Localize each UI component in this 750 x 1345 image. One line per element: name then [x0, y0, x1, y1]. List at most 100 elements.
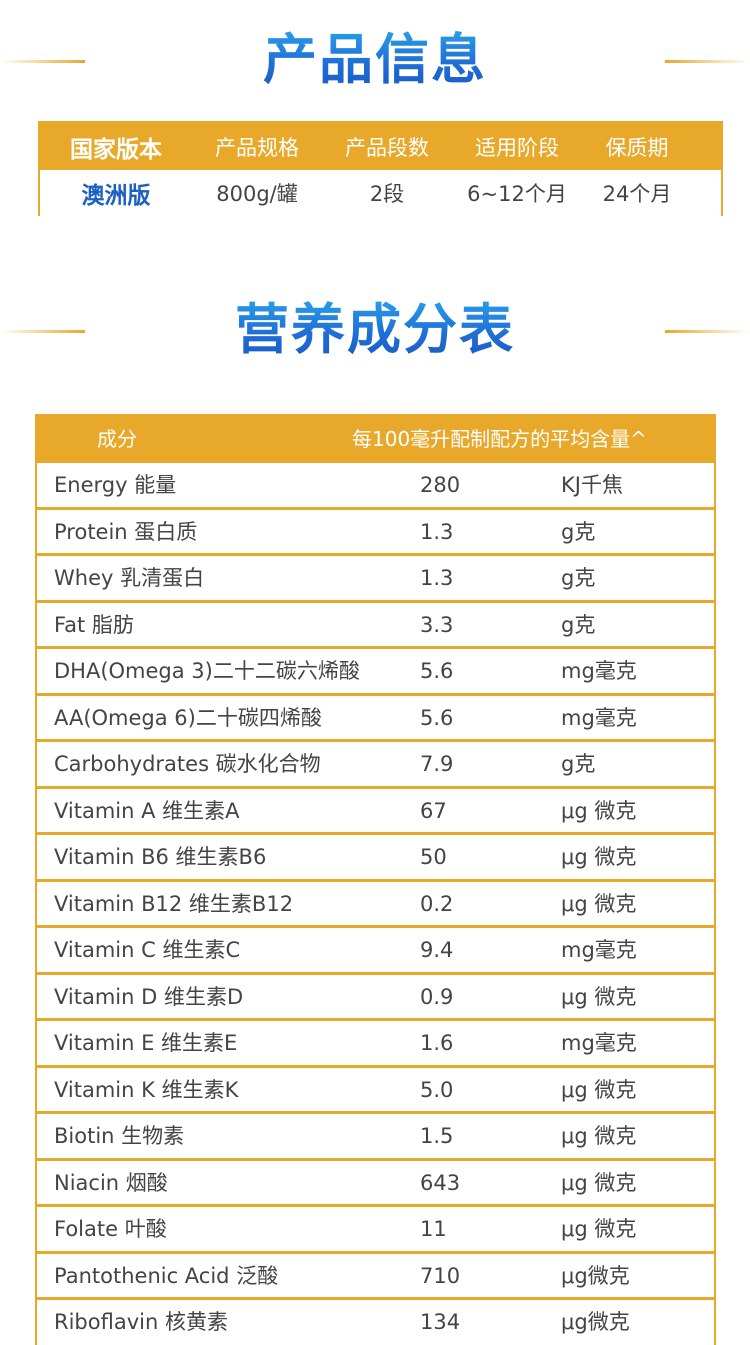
nutrient-unit: g克: [561, 519, 596, 544]
nutrition-row: Vitamin D 维生素D 0.9 μg 微克: [37, 975, 714, 1021]
nutrient-value: 9.4: [420, 938, 454, 962]
nutrient-unit: μg微克: [561, 1310, 630, 1334]
nutrition-row: Vitamin B12 维生素B12 0.2 μg 微克: [37, 882, 714, 928]
nutrition-heading: 营养成分表: [0, 295, 750, 365]
nutrition-row: Pantothenic Acid 泛酸 710 μg微克: [37, 1254, 714, 1300]
nutrient-name: Vitamin B6 维生素B6: [54, 845, 267, 869]
product-info-title: 产品信息: [0, 25, 750, 95]
nutrient-unit: mg毫克: [561, 938, 637, 962]
nutrient-name: Vitamin C 维生素C: [54, 938, 241, 962]
nutrient-unit: μg微克: [561, 1263, 630, 1288]
nutrient-name: Biotin 生物素: [54, 1124, 185, 1148]
nutrient-unit: g克: [561, 612, 596, 637]
header-stage: 产品段数: [345, 135, 429, 160]
nutrition-header-row: 成分 每100毫升配制配方的平均含量^: [37, 416, 714, 463]
product-info-table: 国家版本 产品规格 产品段数 适用阶段 保质期 澳洲版 800g/罐 2段 6~…: [38, 121, 723, 216]
nutrient-unit: mg毫克: [561, 659, 637, 683]
nutrient-value: 5.0: [420, 1077, 454, 1102]
nutrition-row: Vitamin B6 维生素B6 50 μg 微克: [37, 835, 714, 882]
nutrient-unit: μg 微克: [561, 1124, 637, 1148]
nutrient-unit: μg 微克: [561, 845, 637, 869]
divider-line-left: [0, 330, 85, 333]
header-amount: 每100毫升配制配方的平均含量^: [352, 427, 647, 451]
nutrient-unit: μg 微克: [561, 1077, 637, 1102]
header-component: 成分: [97, 427, 137, 451]
nutrition-row: Carbohydrates 碳水化合物 7.9 g克: [37, 742, 714, 789]
nutrient-value: 50: [420, 845, 447, 869]
nutrient-name: Niacin 烟酸: [54, 1170, 168, 1195]
divider-line-right: [665, 60, 750, 63]
nutrient-name: Vitamin K 维生素K: [54, 1077, 239, 1102]
nutrient-value: 0.9: [420, 984, 454, 1009]
nutrient-value: 7.9: [420, 752, 454, 776]
nutrient-unit: μg 微克: [561, 1217, 637, 1241]
nutrition-row: DHA(Omega 3)二十二碳六烯酸 5.6 mg毫克: [37, 649, 714, 696]
nutrition-row: Niacin 烟酸 643 μg 微克: [37, 1161, 714, 1207]
header-country-version: 国家版本: [70, 136, 162, 163]
nutrient-name: Energy 能量: [54, 473, 177, 497]
nutrient-unit: μg 微克: [561, 891, 637, 916]
nutrient-value: 280: [420, 473, 461, 497]
nutrient-value: 5.6: [420, 659, 454, 683]
nutrient-value: 3.3: [420, 612, 454, 637]
nutrition-row: Riboflavin 核黄素 134 μg微克: [37, 1300, 714, 1345]
nutrient-unit: μg 微克: [561, 1170, 637, 1195]
nutrient-value: 1.6: [420, 1031, 454, 1055]
nutrient-name: Riboflavin 核黄素: [54, 1310, 228, 1334]
nutrient-name: Vitamin E 维生素E: [54, 1031, 238, 1055]
nutrient-value: 1.3: [420, 519, 454, 544]
nutrition-row: Vitamin A 维生素A 67 μg 微克: [37, 789, 714, 835]
nutrition-row: Vitamin K 维生素K 5.0 μg 微克: [37, 1068, 714, 1114]
nutrient-value: 1.3: [420, 566, 454, 590]
nutrient-name: DHA(Omega 3)二十二碳六烯酸: [54, 659, 360, 683]
divider-line-right: [665, 330, 750, 333]
nutrient-value: 643: [420, 1170, 461, 1195]
nutrient-unit: g克: [561, 566, 596, 590]
nutrient-value: 0.2: [420, 891, 454, 916]
nutrient-name: Fat 脂肪: [54, 612, 134, 637]
nutrient-value: 11: [420, 1217, 447, 1241]
nutrient-name: Protein 蛋白质: [54, 519, 198, 544]
header-spec: 产品规格: [215, 135, 299, 160]
nutrition-row: Energy 能量 280 KJ千焦: [37, 463, 714, 510]
nutrient-unit: g克: [561, 752, 596, 776]
product-info-value-row: 澳洲版 800g/罐 2段 6~12个月 24个月: [40, 170, 721, 216]
value-stage: 2段: [369, 182, 405, 206]
nutrient-value: 710: [420, 1263, 461, 1288]
header-shelf-life: 保质期: [605, 135, 669, 160]
value-age-range: 6~12个月: [467, 182, 567, 206]
nutrition-row: Vitamin E 维生素E 1.6 mg毫克: [37, 1021, 714, 1068]
nutrition-row: Biotin 生物素 1.5 μg 微克: [37, 1114, 714, 1161]
nutrient-value: 5.6: [420, 705, 454, 730]
value-spec: 800g/罐: [216, 182, 298, 206]
nutrient-name: Vitamin D 维生素D: [54, 984, 244, 1009]
nutrition-row: Folate 叶酸 11 μg 微克: [37, 1207, 714, 1254]
nutrition-row: Whey 乳清蛋白 1.3 g克: [37, 556, 714, 603]
nutrient-value: 67: [420, 798, 447, 823]
nutrient-name: Vitamin B12 维生素B12: [54, 891, 294, 916]
header-age-range: 适用阶段: [475, 135, 559, 160]
value-country-version: 澳洲版: [81, 183, 151, 209]
nutrient-unit: KJ千焦: [561, 473, 623, 497]
nutrient-name: AA(Omega 6)二十碳四烯酸: [54, 705, 322, 730]
nutrient-name: Pantothenic Acid 泛酸: [54, 1263, 279, 1288]
nutrient-unit: μg 微克: [561, 798, 637, 823]
nutrition-rows: Energy 能量 280 KJ千焦 Protein 蛋白质 1.3 g克 Whey 乳清蛋…: [37, 463, 714, 1345]
nutrition-title: 营养成分表: [0, 295, 750, 365]
product-info-header-row: 国家版本 产品规格 产品段数 适用阶段 保质期: [40, 123, 721, 170]
nutrient-name: Folate 叶酸: [54, 1217, 167, 1241]
product-info-heading: 产品信息: [0, 25, 750, 95]
nutrient-value: 1.5: [420, 1124, 454, 1148]
nutrition-row: Protein 蛋白质 1.3 g克: [37, 510, 714, 556]
nutrition-row: AA(Omega 6)二十碳四烯酸 5.6 mg毫克: [37, 696, 714, 742]
nutrient-unit: mg毫克: [561, 1031, 637, 1055]
nutrient-name: Whey 乳清蛋白: [54, 566, 205, 590]
nutrition-row: Fat 脂肪 3.3 g克: [37, 603, 714, 649]
nutrition-row: Vitamin C 维生素C 9.4 mg毫克: [37, 928, 714, 975]
nutrition-table: 成分 每100毫升配制配方的平均含量^ Energy 能量 280 KJ千焦 Prot…: [35, 414, 716, 1345]
nutrient-unit: μg 微克: [561, 984, 637, 1009]
nutrient-unit: mg毫克: [561, 705, 637, 730]
nutrient-name: Vitamin A 维生素A: [54, 798, 240, 823]
divider-line-left: [0, 60, 85, 63]
nutrient-name: Carbohydrates 碳水化合物: [54, 752, 321, 776]
